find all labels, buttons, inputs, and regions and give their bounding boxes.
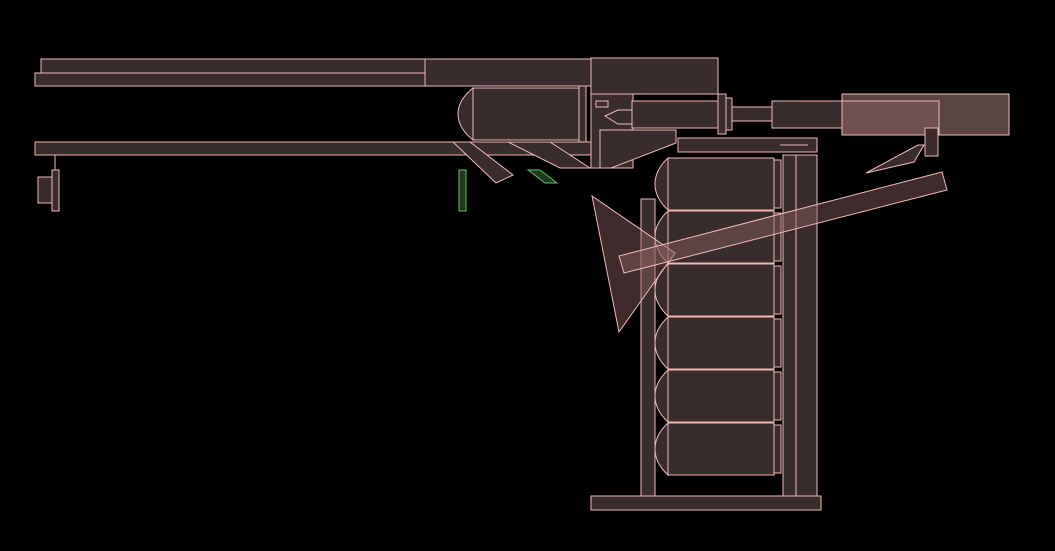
cartridge[interactable]: [654, 262, 782, 318]
trigger-lever-part[interactable]: [618, 171, 948, 274]
cartridge-rim: [773, 424, 782, 474]
cartridge-rim: [773, 265, 782, 315]
stock-hook-part[interactable]: [924, 127, 939, 157]
receiver-block-part[interactable]: [424, 58, 592, 87]
cartridge-rim: [773, 318, 782, 368]
linkage-left-part[interactable]: [451, 141, 514, 184]
cartridge-stack: [654, 156, 782, 477]
top-plate-part[interactable]: [677, 137, 818, 153]
cartridge[interactable]: [654, 368, 782, 424]
trigger-triangle-part[interactable]: [591, 194, 676, 334]
selected-latch-part[interactable]: [526, 169, 559, 184]
trigger-group: [591, 171, 948, 334]
cartridge-tip: [654, 368, 669, 424]
chamber-wedge-part[interactable]: [599, 129, 677, 169]
cartridge[interactable]: [654, 315, 782, 371]
collar-left-part[interactable]: [717, 93, 727, 135]
lower-barrel-part[interactable]: [34, 72, 426, 87]
cartridge-case: [667, 157, 775, 211]
selected-parts: [458, 169, 559, 212]
front-sight: [37, 155, 60, 212]
cartridge[interactable]: [654, 156, 782, 212]
connector-rod-part[interactable]: [731, 106, 773, 122]
chamber-slot-part[interactable]: [595, 100, 609, 108]
receiver-top-block-part[interactable]: [590, 57, 719, 95]
bolt-body-part[interactable]: [472, 87, 580, 141]
linkage-right-part[interactable]: [507, 141, 592, 169]
magazine-rear-rail-part[interactable]: [782, 154, 797, 503]
sight-post-part[interactable]: [51, 169, 60, 212]
ejector-wedge-part[interactable]: [865, 144, 925, 174]
cartridge-tip: [654, 315, 669, 371]
firing-pin-housing-part[interactable]: [631, 100, 719, 129]
selected-pin-part[interactable]: [458, 169, 467, 212]
cartridge-rim: [773, 212, 782, 262]
rear-tube-part[interactable]: [771, 100, 846, 129]
magazine-assembly: [590, 154, 822, 511]
cartridge-case: [667, 263, 775, 317]
bolt-head-part[interactable]: [457, 86, 474, 142]
cartridge-case: [667, 210, 775, 264]
cartridge-rim: [773, 159, 782, 209]
cartridge-tip: [654, 209, 669, 265]
bolt-group: [457, 85, 1010, 169]
cartridge-case: [667, 369, 775, 423]
cartridge-tip: [654, 156, 669, 212]
stock-overlay-part[interactable]: [841, 100, 940, 136]
cartridge-rim: [773, 371, 782, 421]
collar-right-part[interactable]: [725, 97, 733, 131]
cartridge[interactable]: [654, 209, 782, 265]
cartridge-case: [667, 422, 775, 476]
linkage-group: [451, 137, 925, 184]
bolt-rear-part[interactable]: [578, 85, 587, 143]
magazine-base-plate-part[interactable]: [590, 495, 822, 511]
cartridge-tip: [654, 421, 669, 477]
barrel-assembly: [34, 57, 719, 156]
cartridge[interactable]: [654, 421, 782, 477]
sight-base-part[interactable]: [37, 176, 54, 204]
upper-barrel-part[interactable]: [40, 58, 426, 74]
cartridge-case: [667, 316, 775, 370]
